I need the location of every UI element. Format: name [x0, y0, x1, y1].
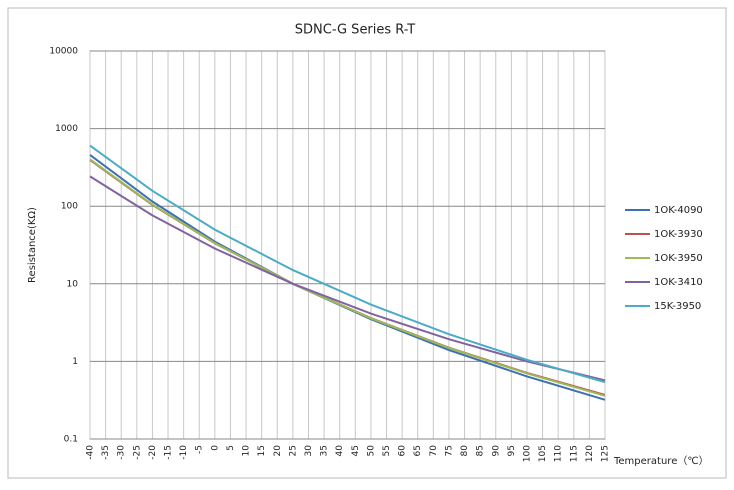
- x-tick-label: -35: [101, 445, 111, 460]
- x-tick-label: 95: [507, 445, 517, 456]
- x-axis-label: Temperature（℃）: [613, 455, 709, 467]
- y-tick-label: 1: [72, 357, 78, 367]
- chart-title: SDNC-G Series R-T: [295, 23, 416, 38]
- x-tick-label: 120: [585, 445, 595, 462]
- x-tick-label: 70: [429, 445, 439, 457]
- x-tick-label: 80: [460, 445, 470, 457]
- y-tick-label: 100: [61, 202, 78, 212]
- legend-label: 15K-3950: [654, 301, 701, 312]
- x-tick-label: 75: [444, 445, 454, 456]
- x-tick-label: -40: [86, 445, 96, 460]
- x-tick-label: 35: [320, 445, 330, 456]
- x-tick-label: 45: [351, 445, 361, 456]
- y-tick-label: 1000: [55, 124, 78, 134]
- y-tick-label: 0.1: [64, 435, 78, 445]
- x-tick-label: 30: [304, 445, 314, 457]
- legend-label: 1OK-3410: [654, 277, 703, 288]
- x-tick-label: 15: [257, 445, 267, 456]
- x-tick-label: -30: [117, 445, 127, 460]
- y-tick-label: 10: [67, 279, 79, 289]
- x-tick-label: 105: [538, 445, 548, 462]
- x-tick-label: -10: [179, 445, 189, 460]
- x-tick-label: 110: [554, 445, 564, 462]
- x-tick-label: 25: [288, 445, 298, 456]
- x-tick-label: 85: [476, 445, 486, 456]
- x-tick-label: 10: [242, 445, 252, 457]
- x-tick-label: -20: [148, 445, 158, 460]
- legend-label: 1OK-3950: [654, 253, 703, 264]
- y-tick-label: 10000: [49, 47, 78, 57]
- legend-label: 1OK-3930: [654, 229, 703, 240]
- legend-label: 1OK-4090: [654, 205, 703, 216]
- y-axis-label: Resistance(KΩ): [27, 207, 38, 283]
- x-tick-label: 90: [491, 445, 501, 457]
- x-tick-label: 20: [273, 445, 283, 457]
- x-tick-label: -5: [195, 445, 205, 454]
- x-tick-label: 100: [522, 445, 532, 462]
- series-line: [89, 175, 606, 382]
- x-tick-label: 50: [366, 445, 376, 457]
- x-tick-label: 60: [398, 445, 408, 457]
- x-tick-label: -25: [132, 445, 142, 460]
- x-tick-label: 0: [210, 445, 220, 451]
- x-tick-label: 65: [413, 445, 423, 456]
- series-line: [89, 144, 606, 384]
- plot-area: [89, 50, 606, 440]
- x-tick-label: 40: [335, 445, 345, 457]
- x-tick-label: 55: [382, 445, 392, 456]
- x-tick-label: 115: [569, 445, 579, 462]
- x-tick-label: -15: [164, 445, 174, 460]
- x-tick-label: 5: [226, 445, 236, 451]
- x-tick-label: 125: [601, 445, 611, 462]
- series-line: [89, 158, 606, 397]
